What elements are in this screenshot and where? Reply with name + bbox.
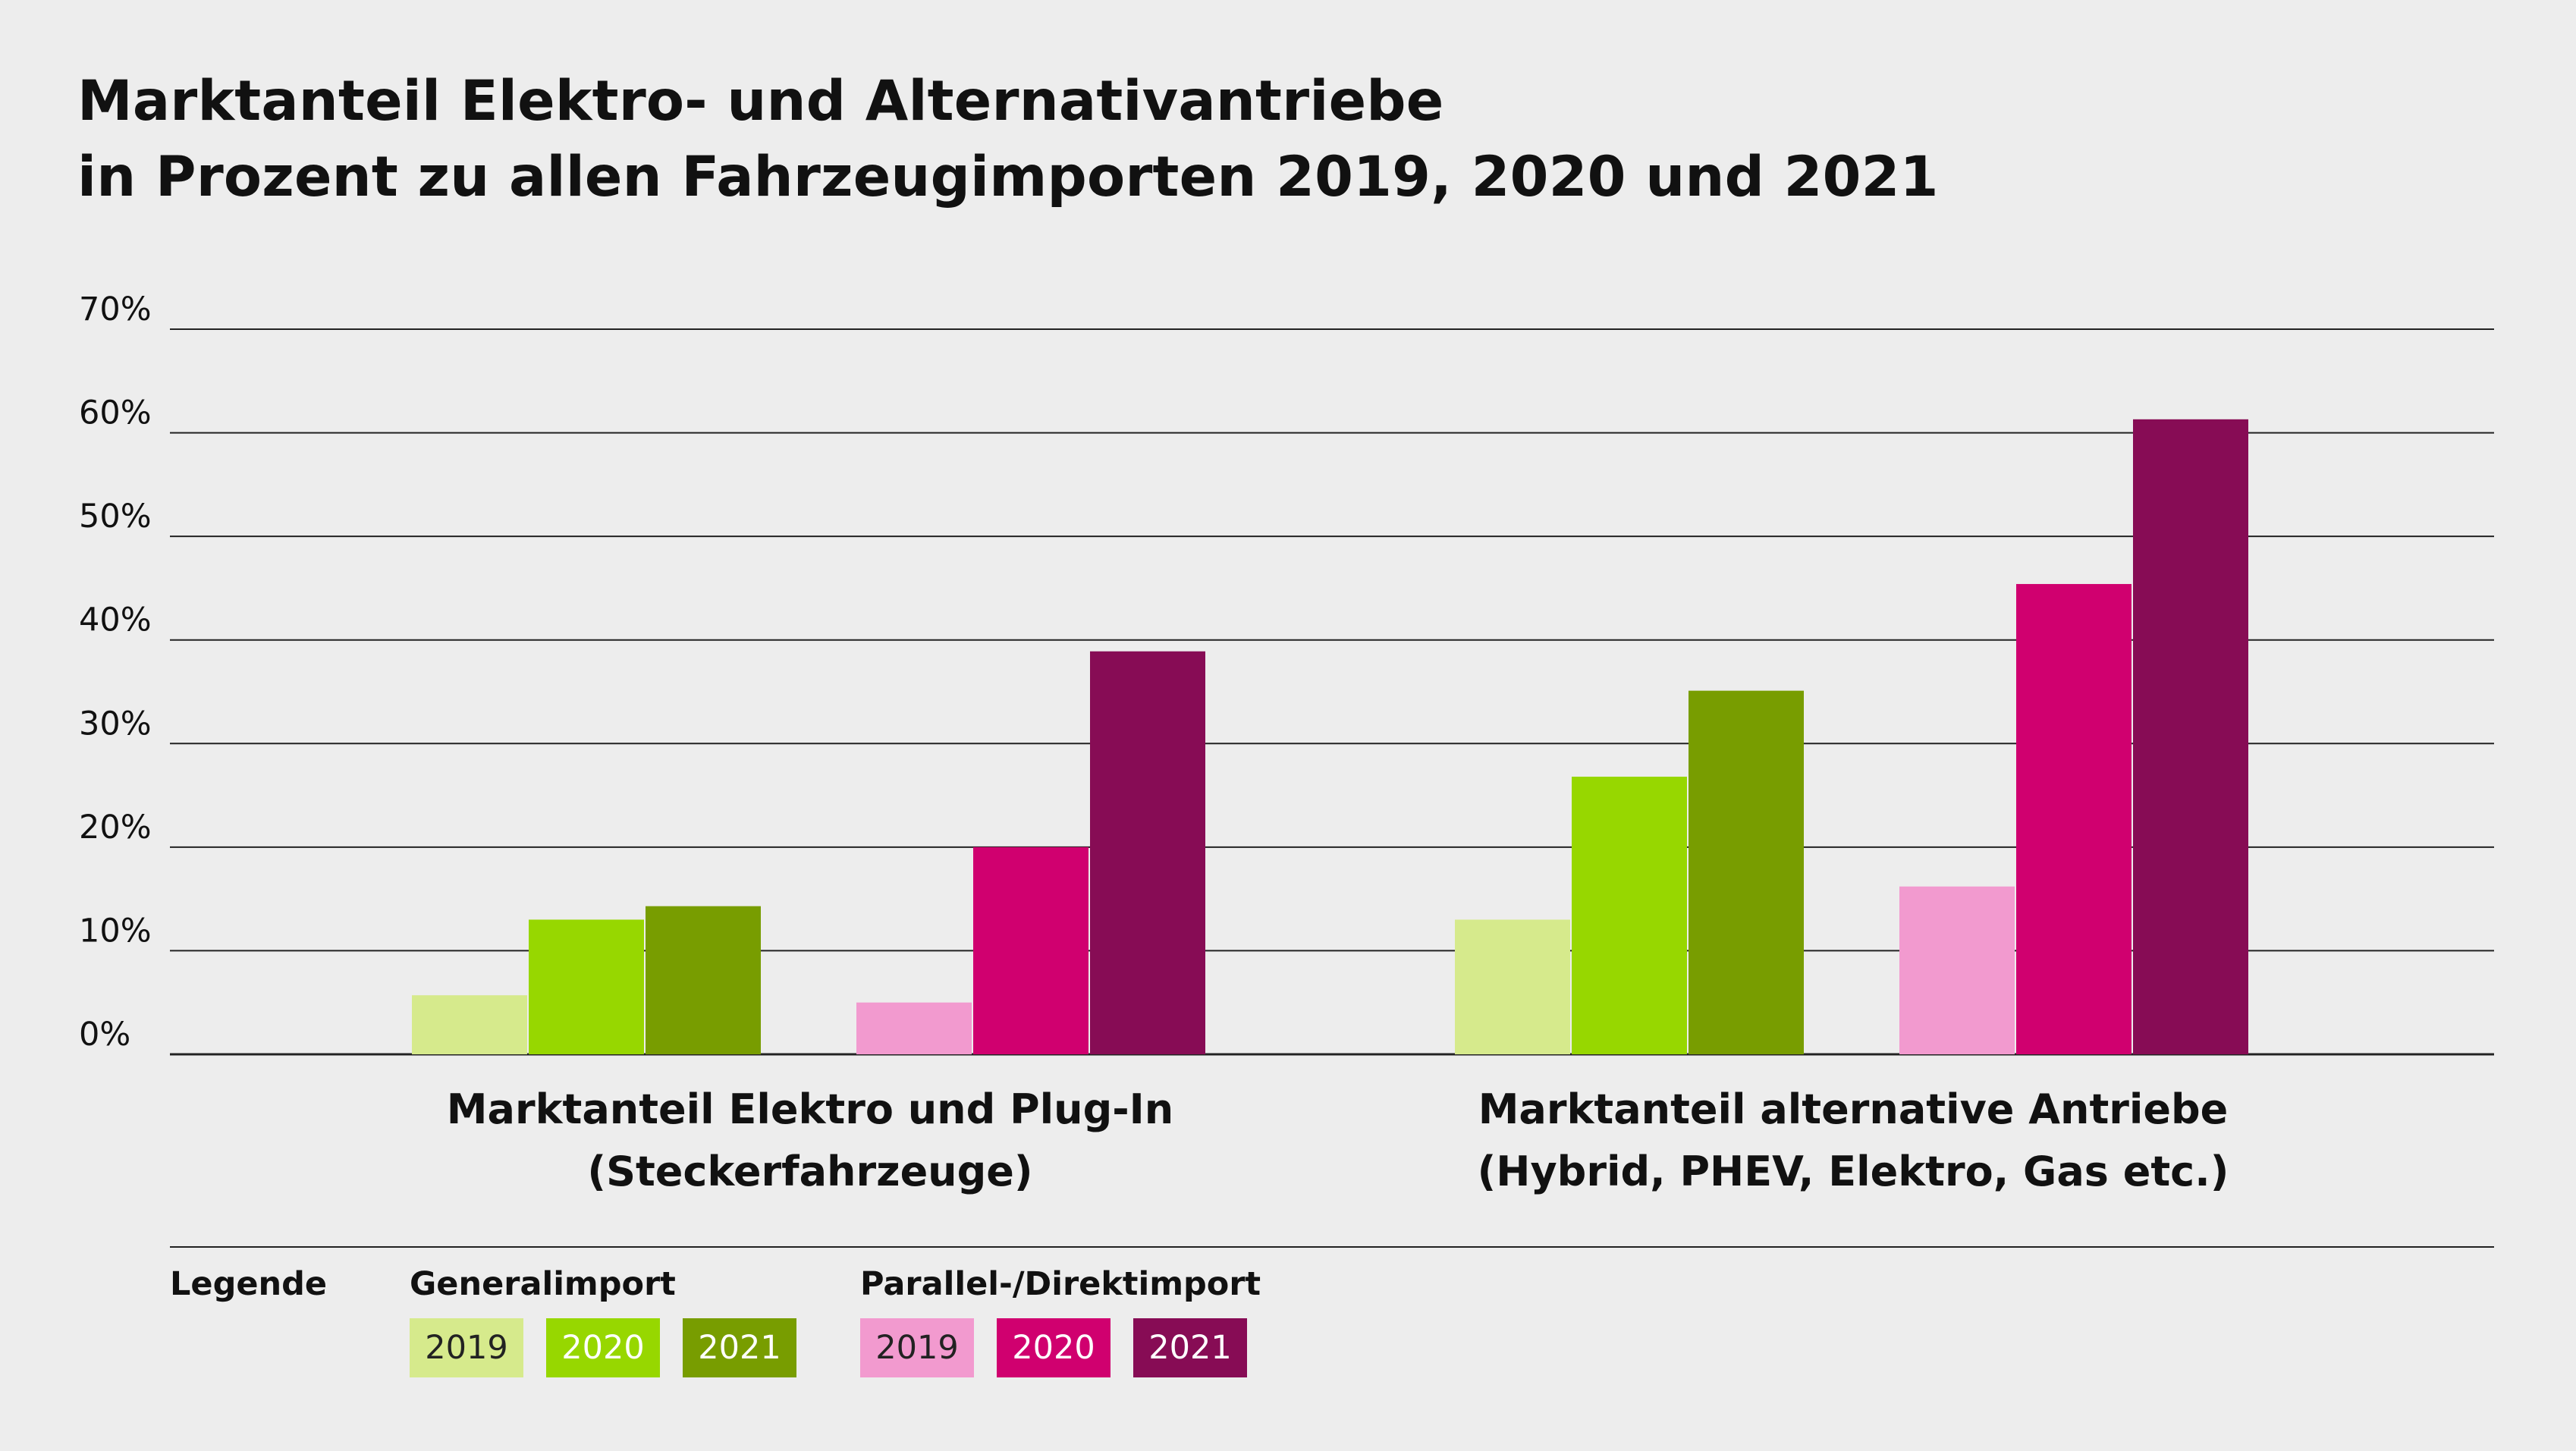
bars — [412, 419, 2248, 1054]
bar-cat1-parallelimport-2019 — [856, 1002, 972, 1054]
legend-swatch-generalimport-2020: 2020 — [546, 1318, 660, 1377]
y-tick-label: 70% — [79, 291, 152, 328]
bar-cat1-parallelimport-2021 — [1090, 651, 1205, 1054]
category-label-2-line1: Marktanteil alternative Antriebe — [1478, 1085, 2229, 1133]
legend-swatch-parallelimport-2021: 2021 — [1133, 1318, 1247, 1377]
bar-cat2-generalimport-2020 — [1572, 776, 1687, 1054]
y-tick-label: 50% — [79, 498, 152, 535]
legend-group-parallelimport: Parallel-/Direktimport — [860, 1265, 1261, 1303]
bar-cat2-generalimport-2019 — [1455, 919, 1570, 1054]
legend-separator — [170, 1246, 2494, 1248]
y-tick-label: 10% — [79, 912, 152, 950]
category-label-1: Marktanteil Elektro und Plug-In (Stecker… — [355, 1079, 1265, 1203]
category-label-2-line2: (Hybrid, PHEV, Elektro, Gas etc.) — [1477, 1148, 2229, 1195]
legend-swatch-parallelimport-2019: 2019 — [860, 1318, 974, 1377]
category-label-2: Marktanteil alternative Antriebe (Hybrid… — [1398, 1079, 2308, 1203]
chart-title-line2: in Prozent zu allen Fahrzeugimporten 201… — [77, 145, 1939, 209]
chart-title-line1: Marktanteil Elektro- und Alternativantri… — [77, 69, 1444, 133]
bar-cat1-generalimport-2020 — [529, 919, 644, 1054]
bar-cat2-parallelimport-2021 — [2133, 419, 2248, 1054]
legend-swatch-parallelimport-2020: 2020 — [997, 1318, 1111, 1377]
bar-cat2-generalimport-2021 — [1689, 690, 1804, 1054]
legend-group-generalimport: Generalimport — [410, 1265, 676, 1303]
legend-label: Legende — [170, 1265, 328, 1303]
bar-cat1-parallelimport-2020 — [973, 846, 1089, 1054]
y-tick-label: 40% — [79, 601, 152, 639]
y-tick-label: 0% — [79, 1016, 130, 1054]
legend-swatch-generalimport-2021: 2021 — [683, 1318, 796, 1377]
legend-swatch-generalimport-2019: 2019 — [410, 1318, 523, 1377]
y-tick-label: 20% — [79, 809, 152, 846]
y-axis-ticks: 0% 10% 20% 30% 40% 50% 60% 70% — [79, 291, 152, 1054]
bar-cat1-generalimport-2021 — [646, 906, 761, 1054]
chart-title: Marktanteil Elektro- und Alternativantri… — [77, 64, 1939, 215]
category-label-1-line1: Marktanteil Elektro und Plug-In — [446, 1085, 1174, 1133]
bar-cat2-parallelimport-2019 — [1899, 886, 2015, 1054]
category-label-1-line2: (Steckerfahrzeuge) — [587, 1148, 1033, 1195]
y-tick-label: 60% — [79, 394, 152, 432]
y-tick-label: 30% — [79, 705, 152, 743]
bar-cat2-parallelimport-2020 — [2016, 583, 2131, 1054]
bar-cat1-generalimport-2019 — [412, 995, 527, 1054]
